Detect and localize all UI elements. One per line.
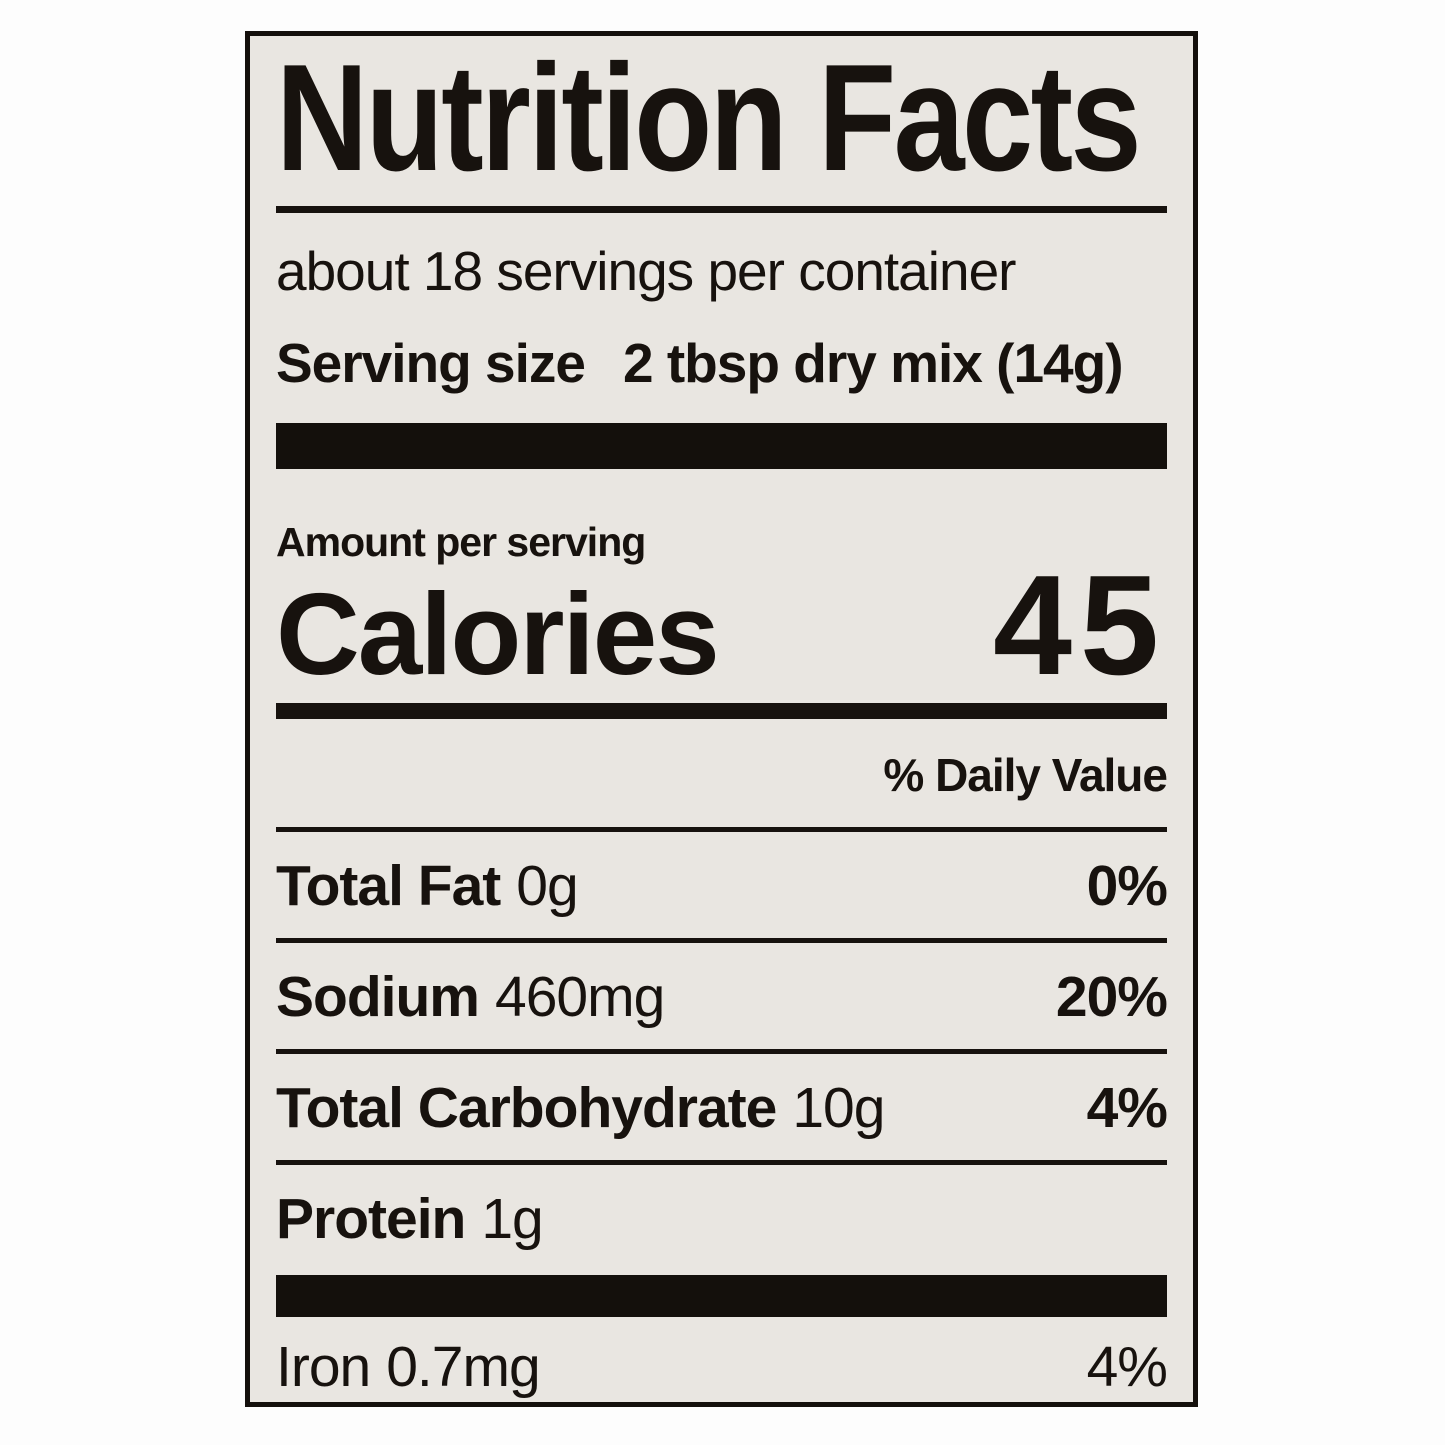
nutrient-name-amount: Total Fat 0g [276,854,579,918]
nutrition-facts-panel: Nutrition Facts about 18 servings per co… [245,31,1198,1407]
calories-row: Calories 45 [276,546,1167,705]
nutrient-amount: 0g [516,854,578,918]
divider-thin-1 [276,827,1167,832]
micronutrient-daily-value: 4% [1086,1335,1168,1399]
micronutrient-amount: 0.7mg [386,1335,540,1399]
divider-thin-2 [276,938,1167,943]
calories-label: Calories [276,569,720,699]
micronutrient-row-iron: Iron 0.7mg 4% [276,1317,1168,1402]
nutrient-amount: 10g [792,1076,885,1140]
nutrient-name: Sodium [276,965,480,1029]
divider-thin-3 [276,1049,1167,1054]
nutrient-name: Total Carbohydrate [276,1076,777,1140]
thick-separator-bar-bottom [276,1275,1167,1317]
nutrient-row-total-fat: Total Fat 0g 0% [276,832,1168,938]
nutrient-daily-value: 20% [1055,965,1168,1029]
nutrient-name-amount: Protein 1g [276,1187,544,1251]
micronutrient-name: Iron [276,1335,371,1399]
nutrient-amount: 1g [481,1187,543,1251]
daily-value-header: % Daily Value [883,749,1168,801]
micronutrient-name-amount: Iron 0.7mg [276,1335,541,1399]
nutrient-name-amount: Sodium 460mg [276,965,665,1029]
label-title: Nutrition Facts [276,33,1142,203]
nutrient-daily-value: 0% [1086,854,1168,918]
serving-size-row: Serving size 2 tbsp dry mix (14g) [276,331,1167,395]
divider-thin-4 [276,1160,1167,1165]
divider-under-title [276,206,1167,213]
nutrient-daily-value: 4% [1086,1076,1168,1140]
nutrient-row-total-carbohydrate: Total Carbohydrate 10g 4% [276,1054,1168,1160]
divider-under-calories [276,703,1167,719]
serving-size-value: 2 tbsp dry mix (14g) [622,332,1124,394]
nutrient-amount: 460mg [495,965,665,1029]
amount-per-serving-label: Amount per serving [276,519,646,565]
nutrient-name-amount: Total Carbohydrate 10g [276,1076,885,1140]
nutrient-name: Total Fat [276,854,501,918]
calories-value: 45 [993,546,1167,705]
servings-per-container: about 18 servings per container [276,240,1016,302]
nutrient-name: Protein [276,1187,466,1251]
thick-separator-bar-top [276,423,1167,469]
nutrient-row-sodium: Sodium 460mg 20% [276,943,1168,1049]
serving-size-label: Serving size [276,332,586,394]
nutrient-row-protein: Protein 1g [276,1165,1167,1271]
